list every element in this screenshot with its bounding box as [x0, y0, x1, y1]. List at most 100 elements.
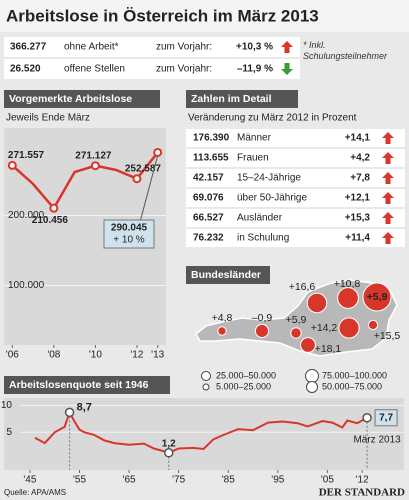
table-change: +4,2 — [350, 153, 370, 164]
arrow-icon — [382, 152, 394, 164]
legend-label: 75.000–100.000 — [322, 370, 387, 380]
bubble — [367, 319, 379, 331]
x-tick-label: '95 — [271, 475, 284, 486]
summary-label: offene Stellen — [64, 64, 125, 75]
x-tick-label: '06 — [6, 350, 19, 361]
data-point — [49, 203, 59, 213]
arrow-icon — [382, 212, 394, 224]
table-row — [186, 189, 405, 207]
page-title: Arbeitslose in Österreich im März 2013 — [6, 6, 319, 25]
table-number: 176.390 — [193, 133, 230, 144]
bubble-label: +16,6 — [289, 281, 316, 293]
data-label: 290.045 — [111, 223, 148, 234]
legend-circle — [202, 383, 210, 391]
bubble — [217, 326, 227, 336]
table-row — [186, 169, 405, 187]
data-point — [132, 174, 142, 184]
summary-row — [4, 37, 300, 57]
table-number: 113.655 — [193, 153, 229, 164]
x-tick-label: '65 — [123, 475, 136, 486]
arrow-icon — [382, 192, 394, 204]
header-bar — [186, 90, 298, 108]
annotation-label: 7,7 — [379, 412, 393, 423]
summary-number: 366.277 — [10, 42, 47, 53]
bubble — [362, 282, 392, 312]
table-row — [186, 129, 405, 147]
x-tick-label: '12 — [130, 350, 143, 361]
bubble — [254, 323, 270, 339]
annotation-label: 8,7 — [77, 401, 92, 413]
legend-label: 25.000–50.000 — [216, 370, 276, 380]
y-tick-label: 5 — [6, 427, 12, 438]
bubble-label: –0,9 — [252, 312, 273, 324]
legend-label: 50.000–75.000 — [322, 381, 382, 391]
plot-area — [4, 398, 404, 470]
table-number: 69.076 — [193, 193, 224, 204]
bubble — [290, 327, 302, 339]
bubble — [300, 337, 316, 353]
arrow-icon — [382, 232, 394, 244]
table-label: 15–24-Jährige — [237, 173, 301, 184]
annotation-label: 1,2 — [162, 438, 176, 449]
arrow-icon — [382, 132, 394, 144]
y-tick-label: 100.000 — [8, 280, 45, 291]
summary-compare: zum Vorjahr: — [156, 42, 212, 53]
table-number: 76.232 — [193, 233, 224, 244]
legend-circle — [305, 369, 319, 383]
x-tick-label: '05 — [321, 475, 334, 486]
bubble-label: +5,9 — [286, 314, 307, 326]
chart-title: Vorgemerkte Arbeitslose — [9, 93, 132, 105]
table-title: Zahlen im Detail — [191, 93, 272, 105]
table-change: +11,4 — [345, 233, 370, 244]
annotation: + 10 % — [113, 235, 145, 246]
table-subtitle: Veränderung zu März 2012 in Prozent — [188, 113, 357, 124]
y-tick-label: 200.000 — [8, 210, 45, 221]
data-point — [153, 147, 163, 157]
callout-line — [139, 155, 159, 223]
bubble — [337, 287, 359, 309]
table-label: Männer — [237, 133, 272, 144]
x-tick-label: '45 — [23, 475, 36, 486]
data-point — [7, 160, 17, 170]
table-row — [186, 229, 405, 247]
arrow-icon — [281, 41, 293, 53]
header-bar — [4, 376, 170, 394]
table-label: über 50-Jährige — [237, 193, 307, 204]
annotation-marker — [362, 413, 372, 423]
bubble — [338, 317, 360, 339]
table-change: +14,1 — [345, 133, 371, 144]
table-change: +15,3 — [345, 213, 371, 224]
legend-circle — [306, 381, 318, 393]
table-change: +7,8 — [350, 173, 370, 184]
callout-box — [103, 219, 155, 249]
annotation-note: März 2013 — [353, 434, 401, 445]
x-tick-label: '12 — [356, 475, 369, 486]
footnote: * Inkl. Schulungsteilnehmer — [303, 40, 388, 61]
data-label: 271.127 — [75, 150, 112, 161]
table-row — [186, 209, 405, 227]
legend-label: 5.000–25.000 — [216, 381, 271, 391]
data-label: 271.557 — [8, 150, 45, 161]
x-tick-label: '13 — [151, 350, 164, 361]
x-tick-label: '55 — [73, 475, 86, 486]
map-title: Bundesländer — [191, 269, 261, 281]
summary-row — [4, 59, 300, 79]
x-tick-label: '85 — [222, 475, 235, 486]
chart-subtitle: Jeweils Ende März — [6, 113, 90, 124]
arrow-icon — [382, 172, 394, 184]
table-label: in Schulung — [237, 233, 289, 244]
bubble-label: +14,2 — [311, 322, 338, 334]
data-label: 210.456 — [32, 215, 69, 226]
y-tick-label: 10 — [1, 400, 13, 411]
table-row — [186, 149, 405, 167]
header-bar — [4, 90, 160, 108]
annotation-marker — [164, 448, 174, 458]
annotation-marker — [64, 407, 75, 418]
summary-compare: zum Vorjahr: — [156, 64, 212, 75]
source: Quelle: APA/AMS — [4, 488, 66, 497]
summary-number: 26.520 — [10, 64, 41, 75]
chart-title: Arbeitslosenquote seit 1946 — [9, 379, 149, 391]
table-number: 66.527 — [193, 213, 224, 224]
